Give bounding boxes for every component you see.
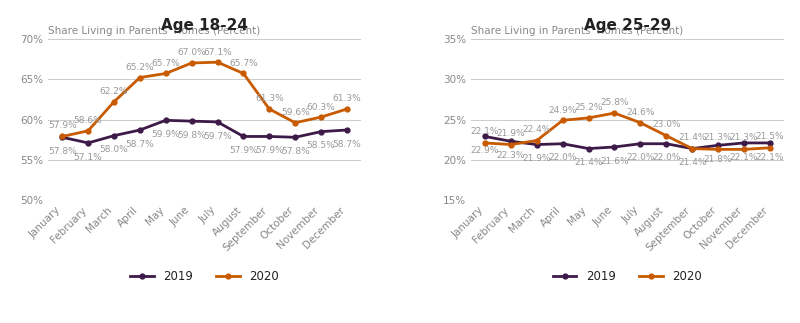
Text: 21.8%: 21.8%	[704, 155, 732, 164]
Text: 62.2%: 62.2%	[100, 87, 128, 96]
Text: 59.7%: 59.7%	[203, 132, 232, 141]
Text: 22.0%: 22.0%	[626, 153, 654, 162]
Text: 22.0%: 22.0%	[549, 153, 577, 162]
Text: 24.9%: 24.9%	[549, 106, 577, 115]
Text: 58.6%: 58.6%	[74, 116, 102, 125]
Text: 65.7%: 65.7%	[151, 59, 180, 68]
Text: 59.9%: 59.9%	[151, 130, 180, 139]
Text: 21.6%: 21.6%	[600, 157, 629, 166]
Text: 22.1%: 22.1%	[730, 153, 758, 162]
Text: 58.0%: 58.0%	[100, 145, 128, 154]
Text: 24.6%: 24.6%	[626, 108, 654, 117]
Title: Age 18-24: Age 18-24	[161, 18, 248, 33]
Text: 57.8%: 57.8%	[48, 147, 77, 156]
Text: 59.6%: 59.6%	[281, 108, 310, 117]
Text: Share Living in Parents' Homes (Percent): Share Living in Parents' Homes (Percent)	[48, 26, 260, 36]
Text: 25.2%: 25.2%	[574, 103, 603, 112]
Text: 61.3%: 61.3%	[333, 94, 362, 103]
Text: 22.9%: 22.9%	[470, 146, 499, 155]
Text: 60.3%: 60.3%	[306, 102, 335, 111]
Legend: 2019, 2020: 2019, 2020	[548, 266, 707, 288]
Text: 22.1%: 22.1%	[470, 127, 499, 136]
Text: 21.5%: 21.5%	[755, 132, 784, 141]
Text: 61.3%: 61.3%	[255, 94, 284, 103]
Text: 21.9%: 21.9%	[497, 129, 526, 138]
Text: 22.0%: 22.0%	[652, 153, 681, 162]
Text: 22.4%: 22.4%	[522, 125, 551, 134]
Text: 67.0%: 67.0%	[178, 48, 206, 57]
Text: 65.7%: 65.7%	[229, 59, 258, 68]
Text: 22.3%: 22.3%	[497, 151, 525, 160]
Text: 67.1%: 67.1%	[203, 47, 232, 57]
Text: 21.3%: 21.3%	[704, 133, 732, 142]
Text: 57.9%: 57.9%	[48, 120, 77, 130]
Text: 21.3%: 21.3%	[730, 133, 758, 142]
Text: 59.8%: 59.8%	[178, 131, 206, 140]
Text: 57.9%: 57.9%	[229, 146, 258, 155]
Text: 58.5%: 58.5%	[306, 141, 335, 150]
Title: Age 25-29: Age 25-29	[584, 18, 671, 33]
Text: 23.0%: 23.0%	[652, 120, 681, 129]
Text: 58.7%: 58.7%	[333, 140, 362, 149]
Text: Share Living in Parents' Homes (Percent): Share Living in Parents' Homes (Percent)	[471, 26, 683, 36]
Legend: 2019, 2020: 2019, 2020	[125, 266, 284, 288]
Text: 21.4%: 21.4%	[678, 133, 706, 142]
Text: 21.9%: 21.9%	[522, 154, 551, 163]
Text: 57.9%: 57.9%	[255, 146, 284, 155]
Text: 57.1%: 57.1%	[74, 153, 102, 162]
Text: 57.8%: 57.8%	[281, 147, 310, 156]
Text: 65.2%: 65.2%	[126, 63, 154, 72]
Text: 22.1%: 22.1%	[755, 153, 784, 162]
Text: 21.4%: 21.4%	[678, 158, 706, 167]
Text: 21.4%: 21.4%	[574, 158, 603, 167]
Text: 25.8%: 25.8%	[600, 99, 629, 108]
Text: 58.7%: 58.7%	[126, 140, 154, 149]
